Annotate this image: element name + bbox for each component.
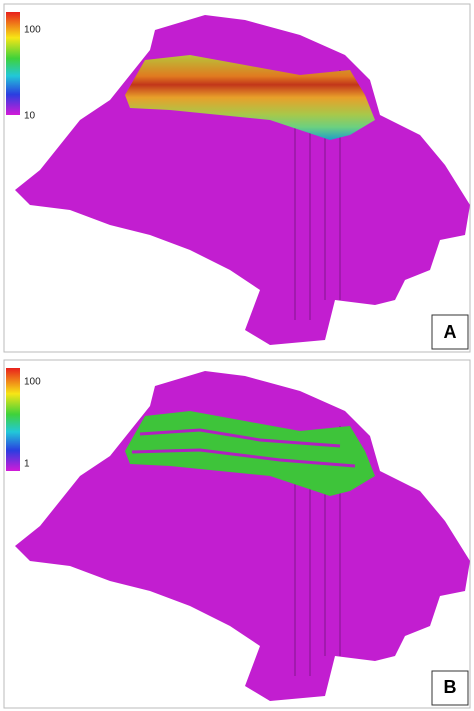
concentration-band	[125, 55, 375, 140]
colorbar	[6, 12, 20, 115]
terrain-model	[14, 14, 471, 346]
panel-label: B	[444, 677, 457, 697]
terrain-model	[14, 370, 471, 702]
colorbar-max-label: 100	[24, 377, 41, 388]
panel-frame	[3, 359, 471, 709]
panel-label-box	[431, 670, 469, 706]
panel-label-box	[431, 314, 469, 350]
colorbar-max-label: 100	[24, 25, 41, 36]
colorbar-min-label: 1	[24, 459, 30, 470]
panel-frame	[3, 3, 471, 353]
panel-b: 100 1 B	[3, 359, 471, 709]
panel-label: A	[444, 322, 457, 342]
panel-a: 100 10 A	[3, 3, 471, 353]
colorbar-min-label: 10	[24, 111, 36, 122]
colorbar	[6, 368, 20, 471]
band-stripes	[131, 428, 356, 468]
